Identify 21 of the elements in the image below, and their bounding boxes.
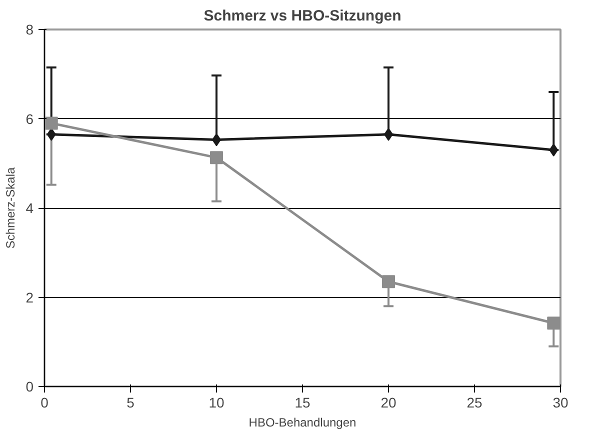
x-tick-label: 20	[380, 394, 396, 410]
y-tick-label: 4	[26, 200, 34, 216]
point	[382, 275, 395, 288]
point	[549, 143, 558, 156]
x-axis-title: HBO-Behandlungen	[248, 416, 356, 430]
point	[46, 128, 56, 141]
x-tick-label: 10	[208, 394, 224, 410]
x-tick-label: 0	[40, 394, 49, 410]
y-axis-title: Schmerz-Skala	[4, 166, 18, 249]
point	[547, 316, 560, 330]
x-tick-label: 5	[126, 394, 135, 410]
y-tick-label: 8	[26, 22, 34, 38]
y-tick-label: 6	[26, 110, 34, 127]
point	[210, 151, 223, 164]
y-tick-label: 2	[26, 289, 34, 306]
x-tick-label: 25	[466, 394, 482, 410]
y-tick-label: 0	[26, 378, 34, 394]
x-tick-label: 30	[552, 394, 568, 410]
x-tick-label: 15	[294, 394, 310, 410]
chart-title: Schmerz vs HBO-Sitzungen	[204, 8, 402, 24]
point	[44, 116, 58, 130]
